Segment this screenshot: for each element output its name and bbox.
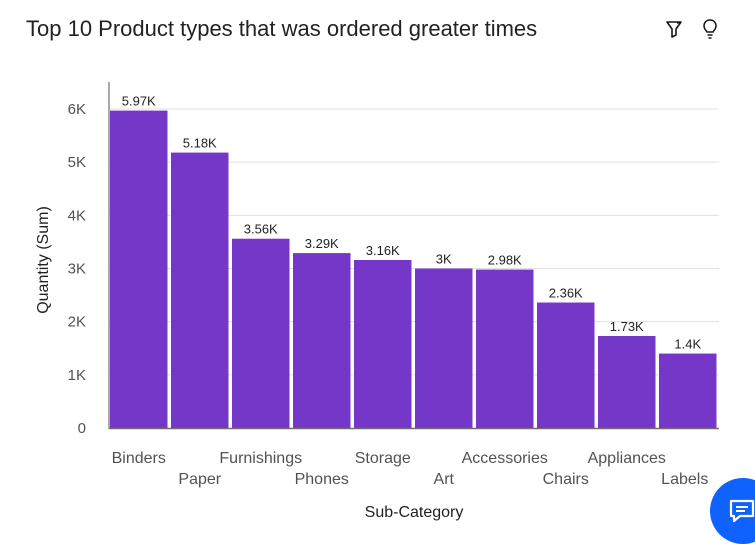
x-tick-label: Art [434, 471, 455, 488]
x-tick-label: Paper [178, 471, 221, 488]
bar-storage [354, 259, 412, 428]
data-label: 2.98K [488, 253, 522, 268]
x-tick-label: Storage [355, 450, 411, 467]
chart-title: Top 10 Product types that was ordered gr… [26, 16, 538, 41]
data-label: 1.4K [674, 337, 701, 352]
y-tick-label: 2K [68, 314, 86, 331]
chart-toolbar [663, 16, 721, 42]
chat-icon [729, 499, 755, 523]
bar-phones [293, 253, 351, 428]
bar-labels [659, 353, 717, 428]
insights-button[interactable] [699, 16, 721, 42]
y-tick-label: 0 [78, 420, 86, 437]
y-tick-label: 1K [68, 367, 86, 384]
data-label: 3K [436, 252, 452, 267]
filter-button[interactable] [663, 16, 685, 42]
y-tick-label: 5K [68, 154, 86, 171]
lightbulb-icon [703, 19, 717, 39]
y-tick-label: 4K [68, 207, 86, 224]
bar-appliances [598, 336, 656, 428]
data-label: 3.56K [244, 222, 278, 237]
data-label: 3.29K [305, 236, 339, 251]
x-tick-label: Accessories [462, 450, 548, 467]
x-tick-label: Appliances [588, 450, 666, 467]
data-label: 3.16K [366, 243, 400, 258]
x-tick-label: Labels [661, 471, 708, 488]
x-tick-label: Chairs [543, 471, 589, 488]
bar-furnishings [232, 238, 290, 428]
data-label: 2.36K [549, 286, 583, 301]
bar-chairs [537, 302, 595, 428]
x-axis-title: Sub-Category [365, 504, 464, 521]
x-tick-label: Binders [112, 450, 166, 467]
y-tick-label: 6K [68, 101, 86, 118]
bar-accessories [476, 269, 534, 428]
bar-binders [110, 110, 168, 428]
data-label: 1.73K [610, 319, 644, 334]
y-axis-title: Quantity (Sum) [35, 206, 52, 314]
bar-paper [171, 152, 229, 428]
y-tick-label: 3K [68, 261, 86, 278]
x-tick-label: Furnishings [219, 450, 302, 467]
chat-button[interactable] [710, 478, 755, 544]
data-label: 5.18K [183, 136, 217, 151]
bar-art [415, 268, 473, 428]
x-tick-label: Phones [295, 471, 349, 488]
filter-icon [666, 21, 682, 38]
data-label: 5.97K [122, 94, 156, 109]
